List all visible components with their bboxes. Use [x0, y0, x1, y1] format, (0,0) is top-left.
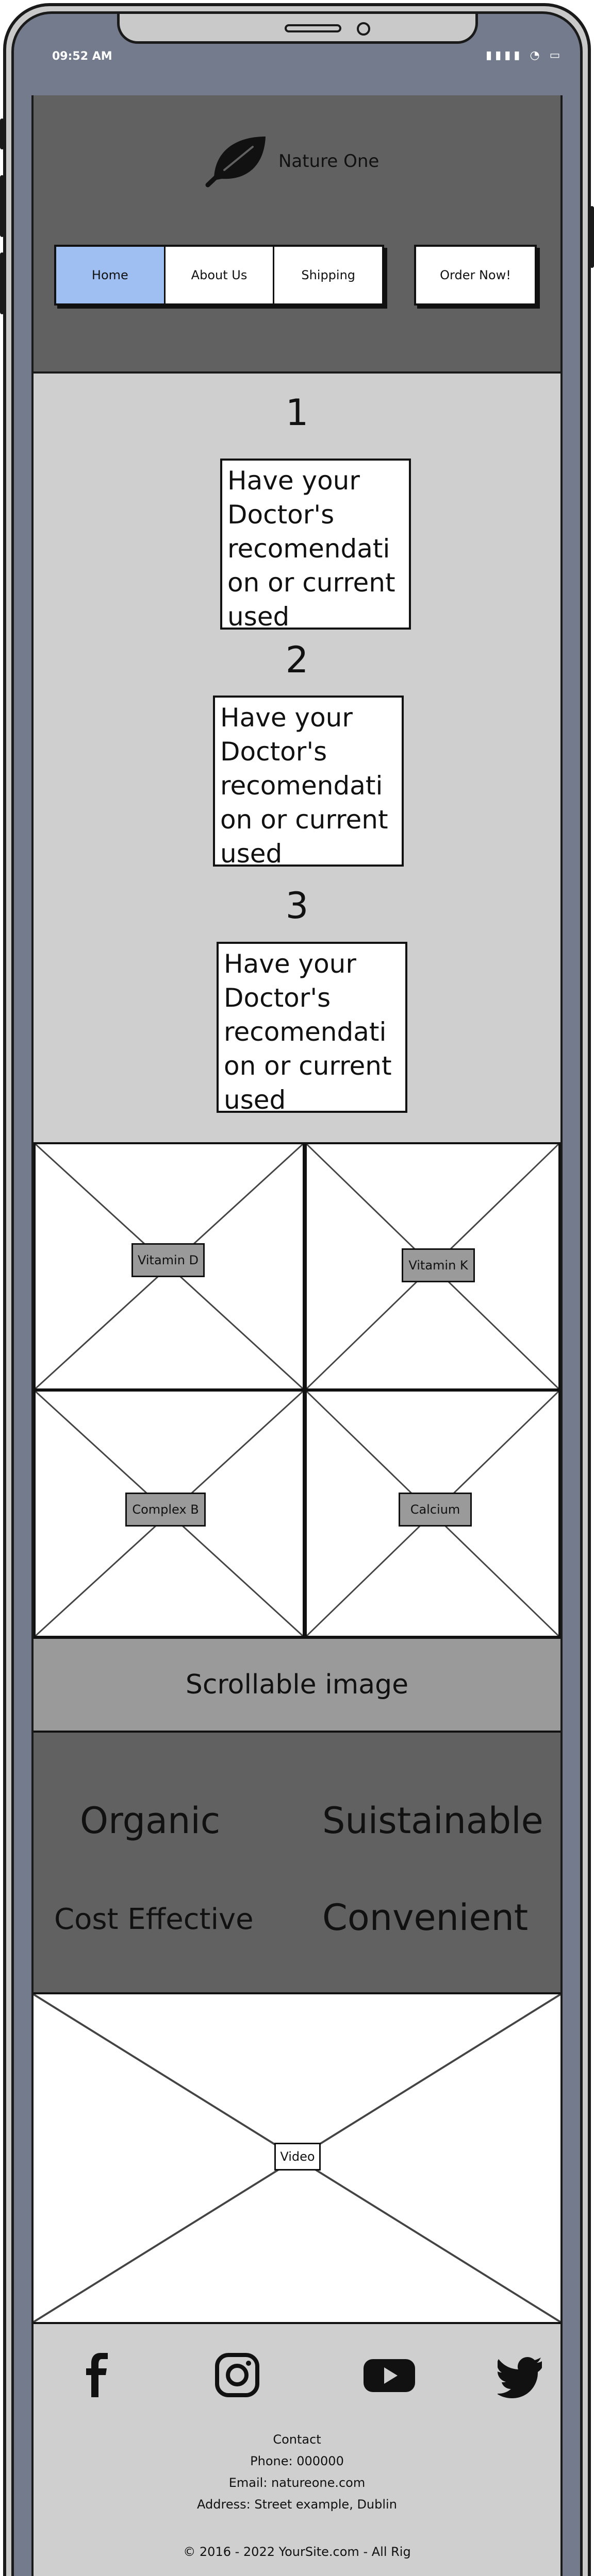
main-nav: Home About Us Shipping: [54, 245, 384, 306]
site-footer: Contact Phone: 000000 Email: natureone.c…: [34, 2324, 560, 2576]
product-label: Vitamin D: [131, 1243, 205, 1277]
phone-screen: 09:52 AM ▮▮▮▮ ◔ ▭ Nature One Home About …: [11, 11, 583, 2576]
contact-phone: Phone: 000000: [250, 2454, 344, 2468]
step-number-2: 2: [285, 639, 309, 681]
contact-address: Address: Street example, Dublin: [197, 2497, 397, 2512]
contact-email[interactable]: Email: natureone.com: [228, 2476, 366, 2490]
signal-icon: ▮▮▮▮: [486, 49, 523, 62]
nav-about-us[interactable]: About Us: [166, 247, 275, 303]
facebook-icon[interactable]: [75, 2352, 121, 2398]
page-content[interactable]: Nature One Home About Us Shipping Order …: [31, 95, 563, 2576]
wifi-icon: ◔: [530, 49, 543, 62]
product-label: Complex B: [125, 1493, 206, 1527]
youtube-icon[interactable]: [364, 2352, 415, 2398]
features-section: Organic Suistainable Cost Effective Conv…: [34, 1733, 560, 1994]
phone-notch: [117, 14, 478, 44]
battery-icon: ▭: [549, 49, 564, 62]
feature-convenient: Convenient: [322, 1896, 529, 1939]
nav-home[interactable]: Home: [56, 247, 166, 303]
scrollable-image[interactable]: Scrollable image: [34, 1637, 560, 1733]
side-button-right: [590, 206, 594, 268]
side-button-left-2: [0, 175, 4, 237]
product-image-vitamin-k[interactable]: Vitamin K: [305, 1142, 560, 1391]
product-label: Calcium: [399, 1493, 472, 1527]
step-number-3: 3: [285, 885, 309, 927]
nav-shipping[interactable]: Shipping: [301, 268, 356, 282]
video-player[interactable]: Video: [32, 1993, 562, 2324]
feature-suistainable: Suistainable: [322, 1800, 543, 1842]
step-text-3: Have your Doctor's recomendati on or cur…: [217, 942, 407, 1113]
system-icons: ▮▮▮▮ ◔ ▭: [486, 49, 563, 62]
product-label: Vitamin K: [402, 1248, 475, 1282]
brand-name: Nature One: [278, 151, 380, 172]
video-label: Video: [274, 2143, 321, 2171]
contact-heading: Contact: [273, 2432, 321, 2447]
instagram-icon[interactable]: [214, 2352, 260, 2398]
order-now-button[interactable]: Order Now!: [414, 245, 537, 306]
copyright: © 2016 - 2022 YourSite.com - All Rig: [183, 2545, 411, 2559]
leaf-icon: [205, 137, 266, 188]
product-image-calcium[interactable]: Calcium: [305, 1389, 560, 1638]
feature-cost-effective: Cost Effective: [54, 1903, 254, 1936]
status-bar: 09:52 AM ▮▮▮▮ ◔ ▭: [14, 14, 580, 96]
camera-icon: [357, 22, 370, 36]
side-button-left-1: [0, 118, 4, 149]
step-text-1: Have your Doctor's recomendati on or cur…: [220, 459, 411, 630]
speaker-icon: [285, 24, 341, 32]
step-number-1: 1: [285, 392, 309, 434]
status-time: 09:52 AM: [52, 50, 112, 63]
site-header: Nature One Home About Us Shipping Order …: [34, 95, 560, 374]
step-text-2: Have your Doctor's recomendati on or cur…: [213, 696, 404, 867]
feature-organic: Organic: [80, 1800, 221, 1842]
side-button-left-3: [0, 252, 4, 314]
product-image-vitamin-d[interactable]: Vitamin D: [34, 1142, 305, 1391]
twitter-icon[interactable]: [498, 2352, 544, 2398]
product-image-complex-b[interactable]: Complex B: [34, 1389, 305, 1638]
